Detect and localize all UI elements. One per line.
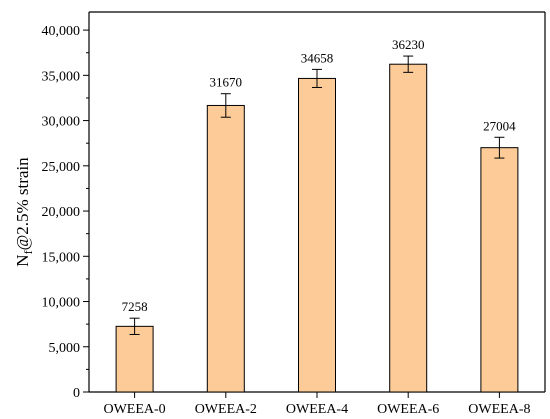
y-tick-label-0: 0 [73,386,80,401]
y-tick-label-2: 10,000 [42,296,81,311]
x-tick-label-OWEEA-4: OWEEA-4 [286,402,348,417]
y-tick-label-7: 35,000 [42,69,81,84]
data-label-OWEEA-8: 27004 [483,118,516,133]
y-tick-label-6: 30,000 [42,115,81,130]
y-axis-title-sub: f [21,250,35,254]
y-tick-label-3: 15,000 [42,250,81,265]
bar-OWEEA-2 [206,104,245,393]
plot-area: 0 5,000 10,000 15,000 20,000 25,000 30,000 35,0… [42,11,546,417]
bar-OWEEA-8 [480,147,519,393]
x-tick-label-OWEEA-0: OWEEA-0 [103,402,165,417]
y-tick-label-1: 5,000 [49,341,81,356]
bar-OWEEA-0 [115,325,154,393]
x-tick-label-OWEEA-6: OWEEA-6 [377,402,439,417]
y-tick-label-4: 20,000 [42,205,81,220]
data-label-OWEEA-6: 36230 [392,37,425,52]
y-axis-title: Nf@2.5% strain [13,157,35,267]
x-tick-label-OWEEA-2: OWEEA-2 [195,402,257,417]
data-label-OWEEA-4: 34658 [301,50,334,65]
y-tick-label-8: 40,000 [42,24,81,39]
y-axis-title-rest: @2.5% strain [13,157,32,251]
svg-text:Nf@2.5% strain: Nf@2.5% strain [13,157,35,267]
bar-OWEEA-4 [298,77,336,393]
data-label-OWEEA-0: 7258 [122,299,148,314]
bar-OWEEA-6 [389,63,428,393]
y-axis-title-main: N [13,254,32,266]
data-label-OWEEA-2: 31670 [210,75,243,90]
y-tick-label-5: 25,000 [42,160,81,175]
x-tick-label-OWEEA-8: OWEEA-8 [468,402,530,417]
